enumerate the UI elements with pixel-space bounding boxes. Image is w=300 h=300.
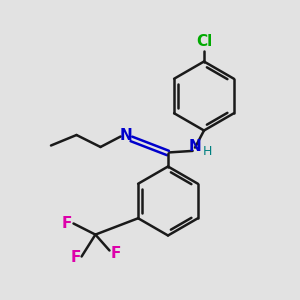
Text: Cl: Cl — [196, 34, 212, 49]
Text: N: N — [189, 139, 201, 154]
Text: F: F — [71, 250, 81, 266]
Text: F: F — [62, 216, 72, 231]
Text: F: F — [111, 246, 121, 261]
Text: H: H — [203, 145, 212, 158]
Text: N: N — [120, 128, 132, 142]
